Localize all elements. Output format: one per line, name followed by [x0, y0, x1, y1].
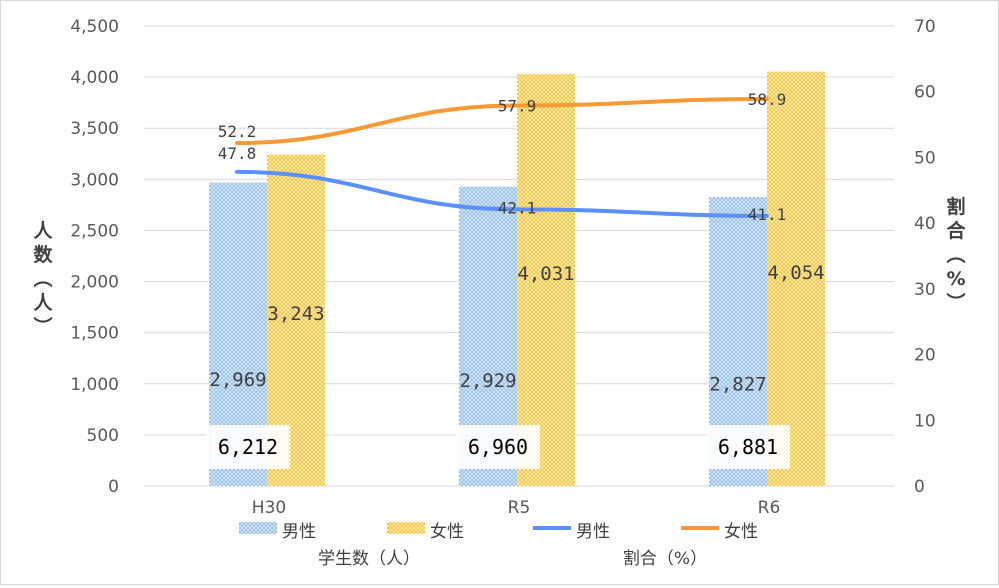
- line-value-label: 57.9: [498, 97, 537, 116]
- total-label-box: [456, 425, 540, 469]
- y2-tick-label: 10: [914, 411, 936, 431]
- y-tick-label: 500: [87, 426, 119, 446]
- y-tick-label: 2,500: [70, 221, 119, 241]
- bar-value-label: 4,054: [767, 262, 824, 284]
- legend-label: 女性: [430, 522, 464, 542]
- total-label-box: [206, 425, 290, 469]
- total-value-label: 6,212: [218, 435, 278, 459]
- y2-tick-label: 60: [914, 83, 936, 103]
- y2-axis-title-char: （: [944, 244, 967, 263]
- line-value-label: 41.1: [748, 205, 787, 224]
- y-tick-label: 2,000: [70, 273, 119, 293]
- total-value-label: 6,881: [718, 435, 778, 459]
- total-labels: 6,212 6,960 6,881: [206, 425, 790, 469]
- legend-label: 男性: [576, 522, 610, 542]
- x-tick-label: R5: [508, 498, 531, 518]
- y-axis-title-char: 人: [33, 220, 53, 242]
- y2-tick-label: 40: [914, 214, 936, 234]
- y-axis-title-char: 数: [33, 243, 53, 266]
- y2-tick-label: 0: [914, 477, 925, 497]
- y2-axis-title-char: %: [946, 268, 965, 290]
- line-value-label: 58.9: [748, 90, 787, 109]
- axis-ticks: 05001,0001,5002,0002,5003,0003,5004,0004…: [70, 17, 935, 518]
- total-value-label: 6,960: [468, 435, 528, 459]
- y-axis-title-char: ）: [31, 316, 54, 335]
- y-tick-label: 1,000: [70, 375, 119, 395]
- series-line: [235, 169, 769, 218]
- y-axis-title-char: 人: [33, 292, 53, 314]
- line-value-label: 52.2: [218, 122, 257, 141]
- bar-value-label: 2,827: [709, 374, 766, 396]
- bar: [767, 71, 825, 486]
- y-tick-label: 3,000: [70, 170, 119, 190]
- y2-tick-label: 20: [914, 346, 936, 366]
- lines: 47.8 42.1 41.1 52.2 57.9 58.9: [218, 90, 787, 224]
- total-label-box: [706, 425, 790, 469]
- y-tick-label: 3,500: [70, 119, 119, 139]
- series-line: [235, 96, 769, 145]
- bar-value-label: 2,969: [209, 369, 266, 391]
- y-tick-label: 4,000: [70, 68, 119, 88]
- y-tick-label: 4,500: [70, 17, 119, 37]
- y2-tick-label: 50: [914, 148, 936, 168]
- bar-value-label: 2,929: [459, 370, 516, 392]
- x-tick-label: H30: [252, 498, 286, 518]
- legend-label: 男性: [282, 522, 316, 542]
- legend-group-label: 割合（%）: [623, 549, 707, 569]
- bars: 2,969 2,929 2,827 3,243 4,031 4,054: [209, 71, 825, 487]
- axis-titles: 人数（人）割合（%）: [31, 195, 967, 336]
- y-axis-title-char: （: [31, 268, 54, 287]
- y2-tick-label: 70: [914, 17, 936, 37]
- y2-axis-title-char: ）: [944, 292, 967, 311]
- line-value-label: 42.1: [498, 198, 537, 217]
- y2-axis-title-char: 合: [946, 219, 966, 242]
- x-tick-label: R6: [758, 498, 781, 518]
- bar-value-label: 4,031: [517, 263, 574, 285]
- y2-tick-label: 30: [914, 280, 936, 300]
- y2-axis-title-char: 割: [946, 195, 965, 218]
- legend-swatch: [387, 522, 425, 534]
- legend-swatch: [239, 522, 277, 534]
- bar: [517, 73, 575, 486]
- y-tick-label: 0: [108, 477, 119, 497]
- legend-group-label: 学生数（人）: [318, 549, 420, 569]
- bar-value-label: 3,243: [267, 303, 324, 325]
- y-tick-label: 1,500: [70, 324, 119, 344]
- line-value-label: 47.8: [218, 144, 257, 163]
- legend-label: 女性: [724, 522, 758, 542]
